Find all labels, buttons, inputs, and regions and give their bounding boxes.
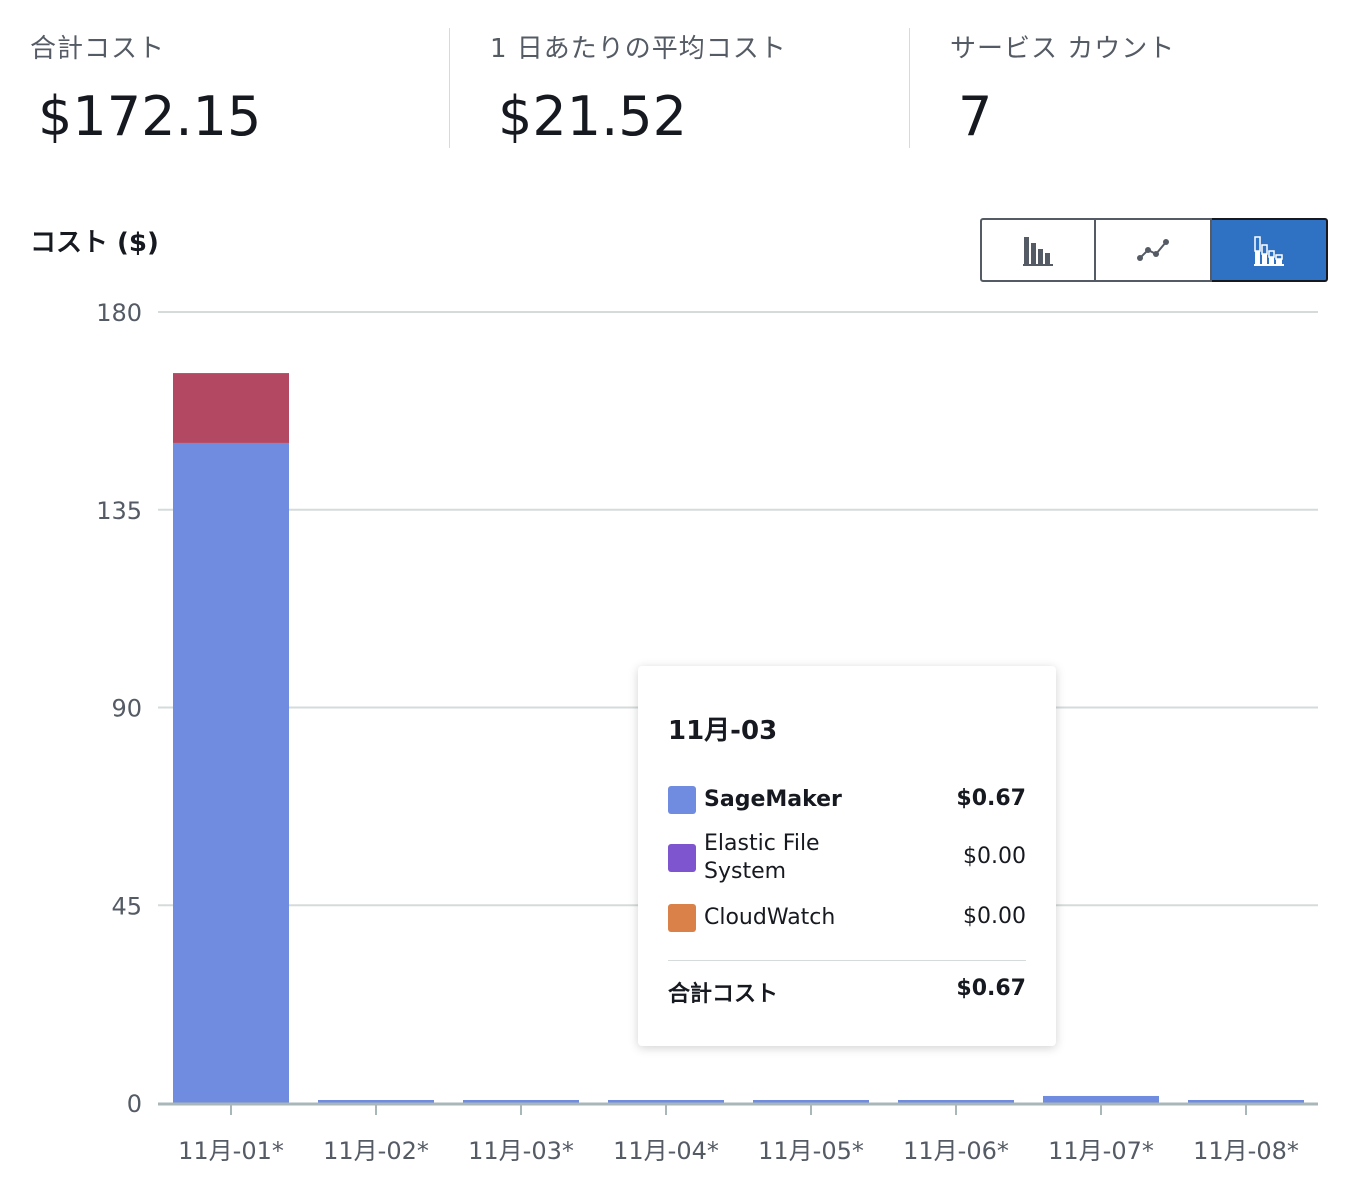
tooltip-series-name: Elastic File System bbox=[704, 831, 820, 884]
total-cost-label: 合計コスト bbox=[30, 34, 166, 64]
bar-segment[interactable] bbox=[608, 1100, 724, 1103]
tooltip-series-name: SageMaker bbox=[704, 787, 842, 812]
chart-tooltip: 11月-03 SageMaker $0.67 Elastic File Syst… bbox=[638, 666, 1056, 1046]
tooltip-series-value: $0.00 bbox=[963, 844, 1026, 869]
metric-divider bbox=[909, 28, 910, 148]
stacked-bar-chart-icon bbox=[1254, 236, 1284, 266]
tooltip-row-sagemaker: SageMaker $0.67 bbox=[668, 784, 1026, 844]
tooltip-series-value: $0.00 bbox=[963, 904, 1026, 929]
tooltip-series-value: $0.67 bbox=[956, 786, 1026, 811]
line-chart-button[interactable] bbox=[1096, 218, 1212, 282]
tooltip-series-name: CloudWatch bbox=[704, 905, 836, 930]
x-tick-label: 11月-06* bbox=[903, 1137, 1009, 1165]
service-count-label: サービス カウント bbox=[950, 34, 1176, 64]
service-count-metric: サービス カウント 7 bbox=[950, 28, 1175, 148]
daily-average-metric: 1 日あたりの平均コスト $21.52 bbox=[490, 28, 787, 148]
tooltip-total-label: 合計コスト bbox=[668, 982, 779, 1007]
y-tick-label: 135 bbox=[96, 497, 142, 525]
bar-segment[interactable] bbox=[463, 1100, 579, 1103]
daily-average-value: $21.52 bbox=[498, 85, 687, 148]
tooltip-total-row: 合計コスト $0.67 bbox=[668, 976, 1026, 1016]
tooltip-row-cloudwatch: CloudWatch $0.00 bbox=[668, 904, 1026, 964]
x-tick-label: 11月-07* bbox=[1048, 1137, 1154, 1165]
x-tick-label: 11月-03* bbox=[468, 1137, 574, 1165]
metric-divider bbox=[449, 28, 450, 148]
legend-swatch bbox=[668, 904, 696, 932]
total-cost-value: $172.15 bbox=[38, 85, 262, 148]
x-tick-label: 11月-08* bbox=[1193, 1137, 1299, 1165]
tooltip-title: 11月-03 bbox=[668, 716, 778, 746]
y-tick-label: 0 bbox=[127, 1090, 142, 1118]
stacked-bar-chart-button[interactable] bbox=[1212, 218, 1328, 282]
bar-chart-icon bbox=[1023, 237, 1053, 266]
tooltip-divider bbox=[668, 960, 1026, 961]
y-tick-label: 180 bbox=[96, 299, 142, 327]
bar-segment[interactable] bbox=[1188, 1100, 1304, 1103]
bar-chart-button[interactable] bbox=[980, 218, 1096, 282]
bar-segment[interactable] bbox=[173, 442, 289, 1103]
cost-summary: 合計コスト $172.15 1 日あたりの平均コスト $21.52 サービス カ… bbox=[0, 0, 1364, 160]
x-tick-label: 11月-02* bbox=[323, 1137, 429, 1165]
bar-segment[interactable] bbox=[318, 1100, 434, 1103]
chart-title: コスト ($) bbox=[30, 228, 159, 258]
x-tick-label: 11月-01* bbox=[178, 1137, 284, 1165]
bar-segment[interactable] bbox=[898, 1100, 1014, 1103]
stacked-bar-chart: 180 135 90 45 0 11月-01* 11月-02* 11月-03* 11月-04* 1… bbox=[96, 299, 1318, 1165]
y-tick-label: 45 bbox=[111, 892, 142, 920]
y-tick-label: 90 bbox=[111, 695, 142, 723]
legend-swatch bbox=[668, 844, 696, 872]
x-tick-label: 11月-05* bbox=[758, 1137, 864, 1165]
tooltip-total-value: $0.67 bbox=[956, 976, 1026, 1001]
line-chart-icon bbox=[1137, 239, 1169, 261]
tooltip-row-efs: Elastic File System $0.00 bbox=[668, 830, 1026, 890]
bar-segment[interactable] bbox=[753, 1100, 869, 1103]
legend-swatch bbox=[668, 786, 696, 814]
total-cost-metric: 合計コスト $172.15 bbox=[30, 28, 261, 148]
bar-segment[interactable] bbox=[1043, 1095, 1159, 1103]
service-count-value: 7 bbox=[958, 85, 993, 148]
bar-segment[interactable] bbox=[173, 373, 289, 443]
chart-type-toggle bbox=[980, 218, 1328, 282]
x-tick-label: 11月-04* bbox=[613, 1137, 719, 1165]
daily-average-label: 1 日あたりの平均コスト bbox=[490, 34, 787, 64]
